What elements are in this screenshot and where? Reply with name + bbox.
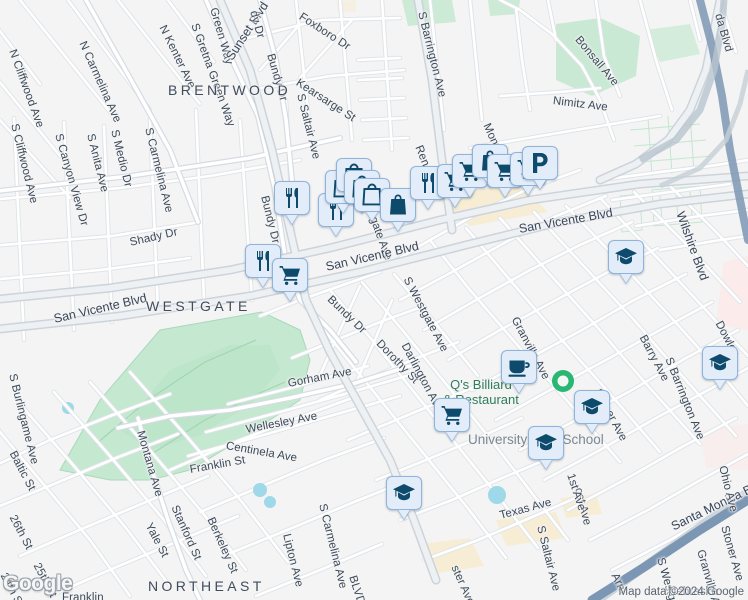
marker-tail <box>421 198 435 209</box>
map-marker-cart[interactable] <box>434 398 470 442</box>
restaurant-icon <box>286 188 298 208</box>
marker-body <box>380 188 416 222</box>
school-icon <box>581 398 603 415</box>
marker-tail <box>445 430 459 441</box>
map-marker-bag[interactable] <box>380 188 416 232</box>
marker-tail <box>512 382 526 393</box>
school-icon <box>615 248 637 265</box>
restaurant-icon <box>257 251 269 271</box>
marker-body <box>274 181 310 215</box>
map-marker-school[interactable] <box>702 346 738 390</box>
map-marker-school[interactable] <box>608 240 644 284</box>
marker-tail <box>285 213 299 224</box>
map-marker-parking[interactable] <box>522 146 558 190</box>
marker-tail <box>397 508 411 519</box>
map-attribution: Map data ©2024 Google <box>618 586 744 598</box>
marker-tail <box>391 220 405 231</box>
parking-icon <box>533 153 548 173</box>
map-marker-cart[interactable] <box>272 258 308 302</box>
marker-tail <box>498 186 512 197</box>
marker-tail <box>619 272 633 283</box>
marker-tail <box>448 196 462 207</box>
bag-icon <box>390 194 406 215</box>
cart-icon <box>279 266 300 285</box>
marker-body <box>272 258 308 292</box>
map-marker-school[interactable] <box>574 390 610 434</box>
marker-tail <box>329 225 343 236</box>
map-marker-restaurant[interactable] <box>274 181 310 225</box>
marker-tail <box>365 210 379 221</box>
marker-tail <box>533 178 547 189</box>
google-logo: Google <box>3 572 73 595</box>
school-icon <box>535 434 557 451</box>
marker-tail <box>539 458 553 469</box>
cup-icon <box>508 360 530 377</box>
marker-tail <box>256 276 270 287</box>
cart-icon <box>441 406 462 425</box>
marker-tail <box>336 202 350 213</box>
marker-tail <box>713 378 727 389</box>
marker-tail <box>585 422 599 433</box>
map-marker-school[interactable] <box>528 426 564 470</box>
marker-tail <box>463 186 477 197</box>
school-icon <box>393 484 415 501</box>
marker-tail <box>521 184 535 195</box>
marker-tail <box>283 290 297 301</box>
restaurant-icon <box>422 173 434 193</box>
map-marker-cup[interactable] <box>501 350 537 394</box>
marker-body <box>522 146 558 180</box>
school-icon <box>709 354 731 371</box>
map-marker-school[interactable] <box>386 476 422 520</box>
